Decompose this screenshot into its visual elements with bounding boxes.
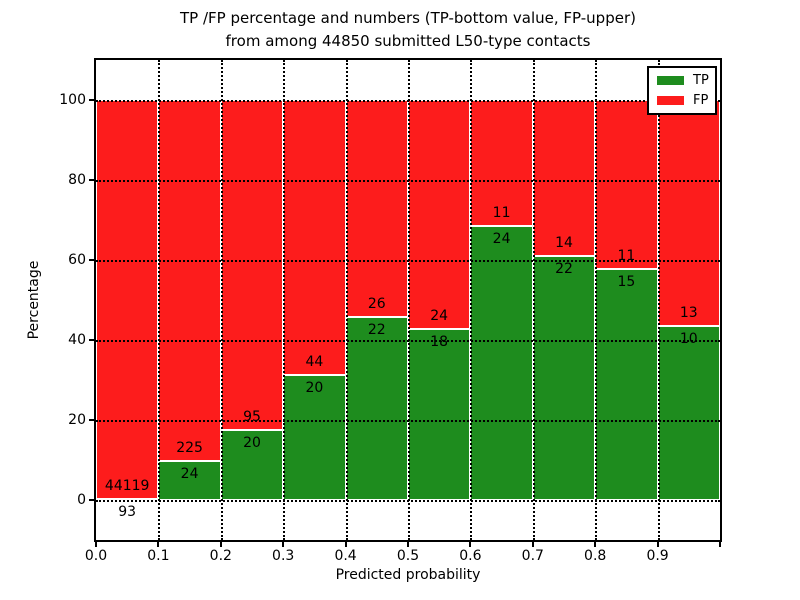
bar-count-label-fp: 11 (617, 248, 636, 265)
bar-segment-fp (220, 100, 284, 431)
x-tick-label: 0.6 (459, 548, 482, 564)
x-tick-label: 0.5 (396, 548, 420, 564)
x-tick-label: 0.7 (521, 548, 544, 564)
gridline-vertical (470, 60, 473, 540)
y-tick-label: 60 (68, 252, 86, 268)
y-axis-label: Percentage (26, 260, 42, 340)
x-tick-mark (407, 542, 409, 547)
bar-count-label-fp: 44 (305, 354, 324, 370)
bar-segment-fp (657, 100, 720, 327)
gridline-vertical (283, 60, 286, 540)
chart-title-line1: TP /FP percentage and numbers (TP-bottom… (180, 9, 636, 27)
bar-count-label-tp: 15 (617, 274, 636, 291)
y-tick-mark (89, 179, 94, 181)
bar-segment-tp (283, 375, 346, 500)
x-tick-mark (344, 542, 347, 547)
legend-item-fp: FP (657, 93, 709, 108)
y-tick-label: 80 (68, 172, 86, 188)
x-tick-label: 0.4 (334, 548, 357, 564)
y-tick-mark (89, 499, 94, 501)
x-tick-label: 0.0 (84, 548, 108, 564)
bar-segment-tp (657, 326, 720, 500)
bar-count-label-tp: 22 (555, 260, 573, 277)
bar-segment-tp (345, 316, 408, 500)
bar-count-label-tp: 20 (243, 435, 261, 452)
x-tick-label: 0.3 (272, 548, 295, 564)
bar-count-label-tp: 10 (679, 331, 698, 348)
gridline-vertical (158, 60, 161, 540)
gridline-vertical (408, 60, 410, 540)
x-tick-mark (95, 542, 97, 547)
bar-segment-tp (470, 225, 533, 500)
y-tick-mark (89, 99, 94, 101)
tp-swatch-icon (657, 76, 684, 85)
y-tick-label: 100 (59, 92, 86, 108)
bar-count-label-fp: 225 (176, 440, 203, 457)
bar-count-label-fp: 44119 (104, 478, 150, 495)
bar-segment-fp (408, 100, 471, 329)
x-axis-label: Predicted probability (335, 567, 481, 583)
x-tick-mark (219, 542, 222, 547)
bar-segment-fp (470, 100, 533, 226)
bar-count-label-tp: 93 (118, 504, 137, 521)
x-tick-mark (157, 542, 160, 547)
gridline-vertical (657, 60, 660, 540)
bar-count-label-tp: 22 (367, 321, 386, 338)
y-tick-label: 20 (68, 412, 86, 428)
bar-count-label-fp: 14 (555, 234, 573, 251)
y-tick-mark (89, 339, 94, 341)
y-tick-mark (89, 259, 94, 261)
bar-segment-tp (532, 255, 596, 500)
legend-label-fp: FP (693, 93, 709, 108)
bar-count-label-fp: 26 (367, 295, 386, 312)
gridline-vertical (532, 60, 535, 540)
chart-title-line2: from among 44850 submitted L50-type cont… (225, 32, 591, 50)
bar-segment-tp (408, 328, 471, 500)
bar-segment-tp (595, 269, 658, 500)
bar-count-label-tp: 24 (492, 230, 511, 247)
y-tick-label: 40 (68, 332, 86, 348)
bar-count-label-tp: 18 (430, 333, 449, 350)
legend-label-tp: TP (693, 73, 709, 88)
x-tick-mark (531, 542, 534, 547)
bar-segment-fp (158, 100, 221, 462)
bar-count-label-tp: 24 (180, 466, 199, 483)
bar-count-label-tp: 20 (305, 380, 324, 396)
bar-count-label-fp: 11 (492, 204, 511, 221)
gridline-vertical (595, 60, 598, 540)
x-tick-label: 0.2 (209, 548, 232, 564)
bar-segment-fp (532, 100, 596, 256)
x-tick-mark (282, 542, 285, 547)
bar-count-label-fp: 13 (679, 305, 698, 322)
x-tick-label: 0.9 (646, 548, 669, 564)
fp-swatch-icon (657, 96, 684, 105)
x-tick-label: 0.8 (584, 548, 607, 564)
gridline-vertical (220, 60, 223, 540)
bar-segment-fp (283, 100, 346, 375)
x-tick-mark (656, 542, 659, 547)
bar-count-label-fp: 24 (430, 307, 449, 324)
bar-segment-fp (595, 100, 658, 270)
bar-segment-fp (96, 100, 159, 500)
x-tick-mark (594, 542, 597, 547)
plot-area: 44119 93 225 24 95 20 44 20 26 22 24 18 11 24 14 22 11 15… (94, 58, 722, 542)
x-tick-mark (719, 542, 721, 547)
bar-count-label-fp: 95 (243, 409, 261, 426)
legend-item-tp: TP (657, 73, 709, 88)
legend: TP FP (647, 66, 717, 115)
x-tick-mark (469, 542, 472, 547)
bar-segment-tp (158, 461, 221, 500)
gridline-vertical (345, 60, 348, 540)
y-tick-mark (89, 419, 94, 421)
x-tick-label: 0.1 (147, 548, 170, 564)
bar-segment-fp (345, 100, 408, 317)
y-tick-label: 0 (77, 492, 86, 508)
